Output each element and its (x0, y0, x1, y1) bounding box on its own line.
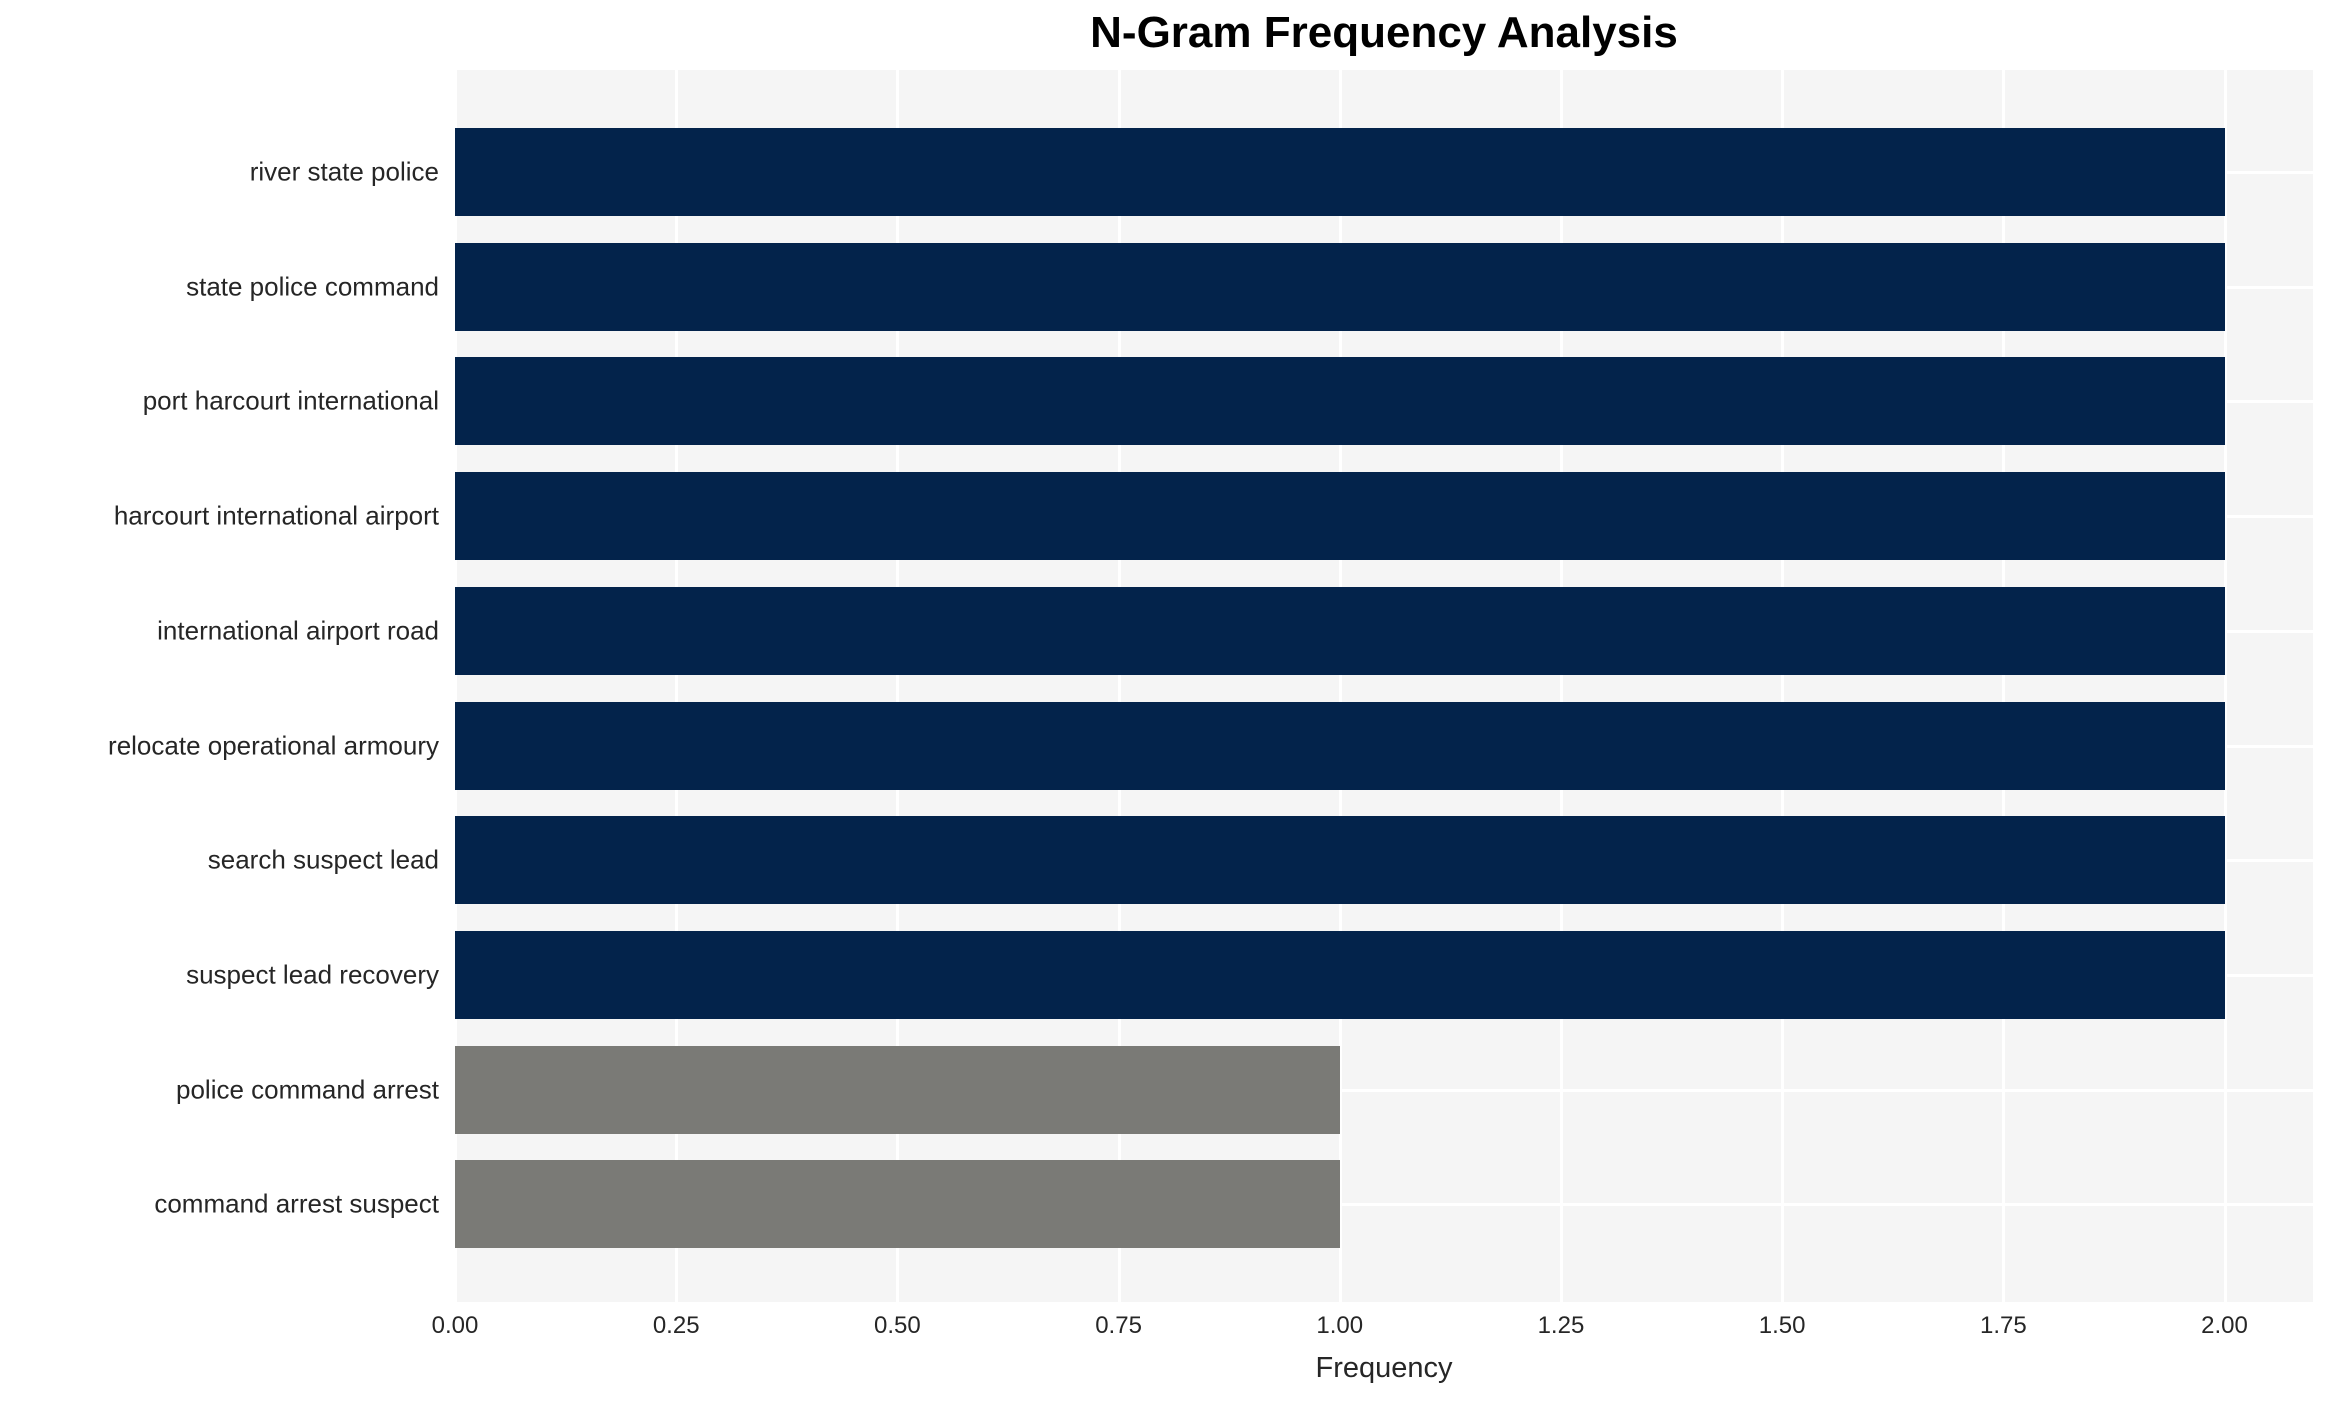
y-category-label: international airport road (157, 615, 439, 646)
bar-command-arrest-suspect (455, 1160, 1340, 1249)
x-tick-label: 1.50 (1758, 1312, 1806, 1339)
chart-title: N-Gram Frequency Analysis (1090, 8, 1678, 57)
y-gridline (455, 1088, 2313, 1092)
x-axis-label: Frequency (1315, 1352, 1453, 1384)
bar-international-airport-road (455, 586, 2225, 675)
x-tick-label: 0.25 (652, 1312, 700, 1339)
bar-police-command-arrest (455, 1045, 1340, 1134)
bar-search-suspect-lead (455, 816, 2225, 905)
x-gridline (896, 70, 900, 1302)
bar-harcourt-international-airport (455, 472, 2225, 561)
x-tick-label: 0.00 (431, 1312, 479, 1339)
bar-port-harcourt-international (455, 357, 2225, 446)
y-category-label: state police command (186, 271, 439, 302)
y-axis-labels: river state police state police command po… (0, 70, 447, 1302)
y-category-label: search suspect lead (207, 844, 439, 875)
x-tick-label: 2.00 (2201, 1312, 2248, 1339)
y-gridline (455, 1203, 2313, 1207)
x-gridline (1781, 70, 1785, 1302)
x-gridline (1338, 70, 1342, 1302)
y-category-label: port harcourt international (142, 385, 439, 416)
y-category-label: river state police (249, 156, 439, 187)
y-category-label: harcourt international airport (113, 500, 439, 531)
x-gridline (1559, 70, 1563, 1302)
plot-area (454, 70, 2313, 1302)
y-category-label: police command arrest (176, 1074, 439, 1105)
y-category-label: command arrest suspect (154, 1188, 439, 1219)
x-tick-label: 1.75 (1979, 1312, 2027, 1339)
x-tick-label: 0.50 (874, 1312, 921, 1339)
x-gridline (2223, 70, 2227, 1302)
bar-suspect-lead-recovery (455, 930, 2225, 1019)
x-gridline (2002, 70, 2006, 1302)
x-axis-ticks: 0.00 0.25 0.50 0.75 1.00 1.25 1.50 1.75 2.00 (432, 1312, 2313, 1346)
y-category-label: suspect lead recovery (186, 959, 439, 990)
x-gridline (454, 70, 457, 1302)
x-tick-label: 0.75 (1095, 1312, 1142, 1339)
x-gridline (675, 70, 679, 1302)
bar-relocate-operational-armoury (455, 701, 2225, 790)
x-tick-label: 1.00 (1316, 1312, 1364, 1339)
x-gridline (1117, 70, 1121, 1302)
y-category-label: relocate operational armoury (108, 730, 439, 760)
bar-state-police-command (455, 242, 2225, 331)
x-tick-label: 1.25 (1537, 1312, 1585, 1339)
bar-river-state-police (455, 128, 2225, 216)
